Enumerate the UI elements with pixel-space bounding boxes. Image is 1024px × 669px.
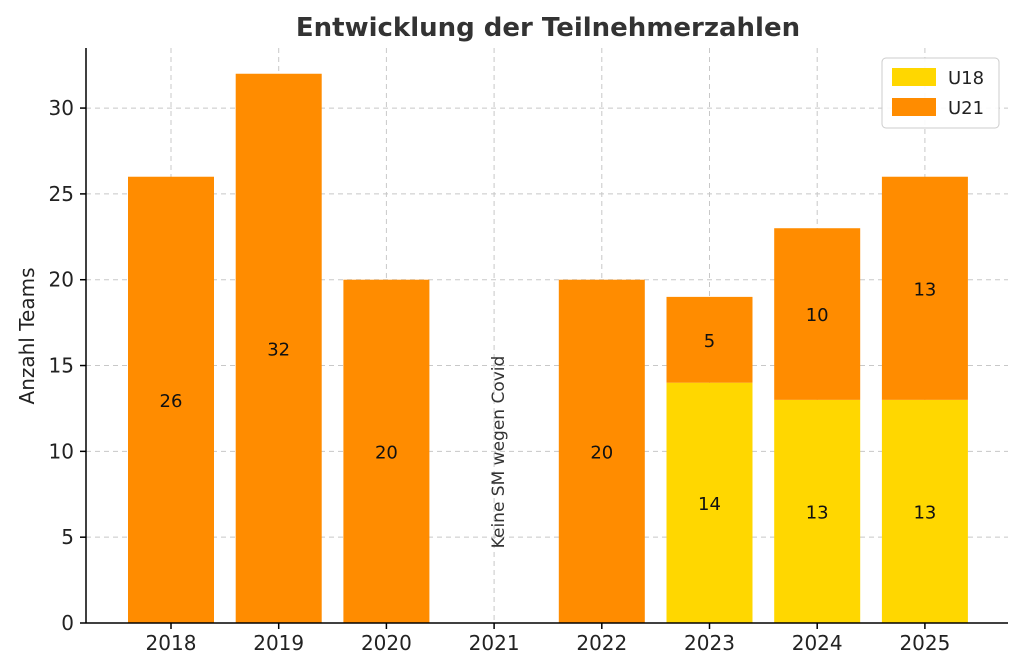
bar-value-label: 13 <box>913 279 936 300</box>
x-tick-label: 2020 <box>361 631 412 655</box>
y-axis-title: Anzahl Teams <box>15 268 39 405</box>
chart-title: Entwicklung der Teilnehmerzahlen <box>296 13 800 43</box>
axes <box>85 48 1008 624</box>
bar-u21-2024 <box>774 228 861 400</box>
grid-lines <box>86 48 1008 623</box>
bar-u21-2022 <box>558 279 645 623</box>
bar-value-label: 5 <box>704 331 715 352</box>
bar-value-label: 26 <box>160 391 183 412</box>
bar-value-label: 32 <box>267 339 290 360</box>
y-tick-label: 10 <box>49 439 74 463</box>
y-tick-label: 15 <box>49 354 74 378</box>
legend-swatch-u21 <box>892 98 936 116</box>
bar-value-label: 10 <box>806 305 829 326</box>
bar-u21-2025 <box>881 176 968 400</box>
annotation-note: Keine SM wegen Covid <box>489 356 509 549</box>
bar-u18-2023 <box>666 382 753 623</box>
bar-u21-2018 <box>128 176 214 624</box>
x-tick-label: 2019 <box>253 631 304 655</box>
bar-u18-2025 <box>881 399 968 623</box>
x-tick-label: 2018 <box>146 631 197 655</box>
y-tick-label: 30 <box>49 96 74 120</box>
bar-u21-2023 <box>666 296 753 383</box>
x-ticks: 2018 2019 2020 2021 2022 2023 2024 2025 <box>146 623 950 655</box>
y-tick-label: 20 <box>49 268 74 292</box>
bar-value-label: 20 <box>590 442 613 463</box>
x-tick-label: 2022 <box>576 631 627 655</box>
bars <box>128 73 968 624</box>
bar-value-label: 13 <box>806 502 829 523</box>
x-tick-label: 2024 <box>792 631 843 655</box>
x-tick-label: 2025 <box>899 631 950 655</box>
x-tick-label: 2021 <box>469 631 520 655</box>
bar-u21-2019 <box>235 73 322 623</box>
y-ticks: 0 5 10 15 20 25 30 <box>49 96 86 635</box>
bar-value-label: 20 <box>375 442 398 463</box>
bar-value-label: 14 <box>698 494 721 515</box>
legend-label-u21: U21 <box>948 98 984 119</box>
legend-label-u18: U18 <box>948 68 984 89</box>
bar-u21-2020 <box>343 279 430 623</box>
x-tick-label: 2023 <box>684 631 735 655</box>
bar-u18-2024 <box>774 399 861 623</box>
y-tick-label: 0 <box>61 611 74 635</box>
legend-swatch-u18 <box>892 68 936 86</box>
bar-value-label: 13 <box>913 502 936 523</box>
bar-labels: 26 32 20 20 14 5 13 10 13 13 Keine SM wegen Covid <box>160 279 937 548</box>
y-tick-label: 25 <box>49 182 74 206</box>
y-tick-label: 5 <box>61 525 74 549</box>
